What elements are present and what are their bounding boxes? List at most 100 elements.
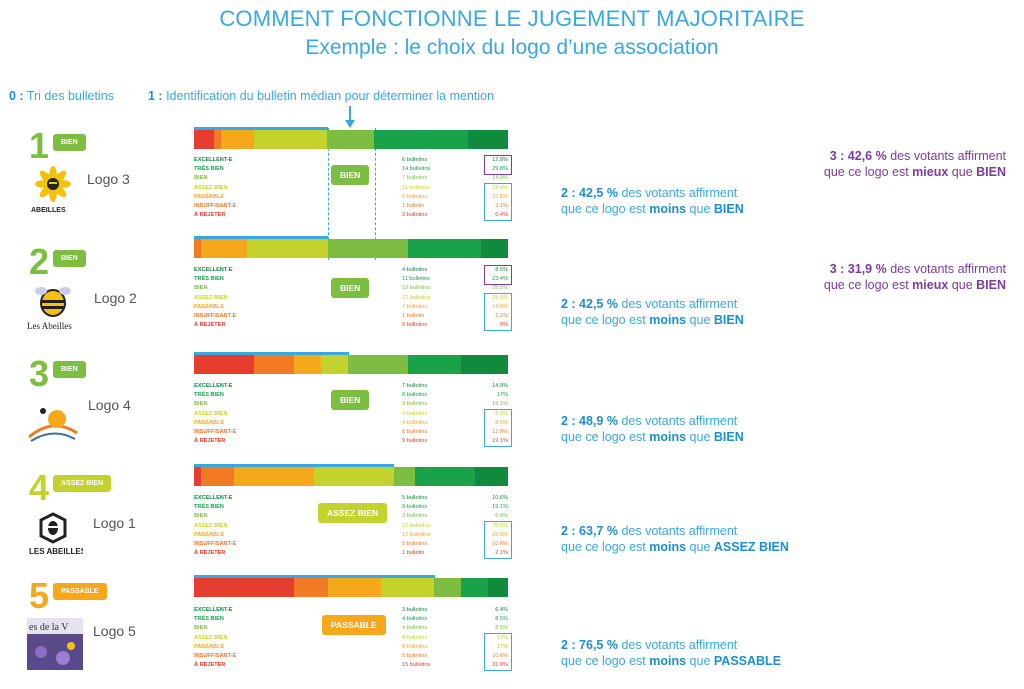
mention-label: TRÈS BIEN <box>194 166 224 173</box>
mention-row: INSUFFISANT-E 6 bulletins 12.8% <box>194 428 512 437</box>
svg-text:es de la V: es de la V <box>29 622 69 633</box>
mention-badge: PASSABLE <box>53 583 107 600</box>
ballot-percent: 10.6% <box>492 193 508 200</box>
mention-label: ASSEZ BIEN <box>194 634 228 641</box>
ballot-percent: 29.8% <box>492 166 508 173</box>
ballot-percent: 0% <box>499 322 508 329</box>
mention-label: PASSABLE <box>194 531 225 538</box>
stat-mention: BIEN <box>976 164 1006 179</box>
bar-segment-rejeter <box>194 467 201 486</box>
median-guide-left <box>328 128 329 260</box>
mention-label: BIEN <box>194 175 208 182</box>
bar-segment-bien <box>327 130 375 149</box>
mention-row: PASSABLE 7 bulletins 14.9% <box>194 303 512 312</box>
mention-row: À REJETER 9 bulletins 19.1% <box>194 437 512 446</box>
bar-segment-assez-bien <box>381 578 435 597</box>
bar-segment-rejeter <box>194 355 255 374</box>
stat-mention: BIEN <box>713 429 744 444</box>
median-mention-pill: BIEN <box>331 278 370 298</box>
mention-badge: BIEN <box>53 134 86 151</box>
step-0-label: 0 : Tri des bulletins <box>9 89 114 103</box>
mention-row: BIEN 4 bulletins 8.5% <box>194 624 512 633</box>
mention-row: ASSEZ BIEN 8 bulletins 17% <box>194 634 512 643</box>
ballot-percent: 14.9% <box>492 175 508 182</box>
median-mention-pill: BIEN <box>331 165 370 185</box>
mention-row: INSUFFISANT-E 1 bulletin 2.1% <box>194 202 512 211</box>
mention-row: À REJETER 15 bulletins 31.9% <box>194 661 512 670</box>
ballot-count: 4 bulletins <box>402 267 428 273</box>
mention-row: EXCELLENT-E 4 bulletins 8.5% <box>194 266 512 275</box>
bar-segment-excellent <box>461 355 508 374</box>
ballot-count: 12 bulletins <box>402 294 431 301</box>
mention-row: BIEN 9 bulletins 19.1% <box>194 400 512 409</box>
ballot-percent: 14.9% <box>492 383 508 389</box>
bar-segment-passable <box>220 130 254 149</box>
mention-label: PASSABLE <box>194 643 225 650</box>
ballot-percent: 8.5% <box>495 410 508 417</box>
mention-row: À REJETER 0 bulletins 0% <box>194 321 512 330</box>
ballot-percent: 12.8% <box>492 428 508 435</box>
ballot-count: 9 bulletins <box>402 401 428 408</box>
stat-text: que ce logo est <box>561 539 650 554</box>
ballot-percent: 8.5% <box>495 267 508 273</box>
ballot-percent: 19.1% <box>492 401 508 408</box>
ballot-percent: 25.5% <box>492 522 508 529</box>
mention-row: BIEN 3 bulletins 6.4% <box>194 512 512 521</box>
logo-name: Logo 1 <box>93 515 136 531</box>
mention-label: ASSEZ BIEN <box>194 410 228 417</box>
stat-text: que <box>948 277 977 292</box>
stat-mention: BIEN <box>713 312 744 327</box>
mention-row: BIEN 12 bulletins 25.5% <box>194 284 512 293</box>
bar-segment-passable <box>327 578 381 597</box>
mention-label: EXCELLENT-E <box>194 383 233 389</box>
stat-number: 2 : 42,5 % <box>561 297 618 311</box>
mention-row: INSUFFISANT-E 1 bulletin 2.1% <box>194 312 512 321</box>
stat-mention: PASSABLE <box>713 653 782 668</box>
mention-row: ASSEZ BIEN 11 bulletins 23.4% <box>194 184 512 193</box>
step-0-text: Tri des bulletins <box>23 89 114 103</box>
ballot-count: 8 bulletins <box>402 634 428 641</box>
median-mention-pill: BIEN <box>331 390 370 410</box>
bee-logo-icon: Les Abeilles <box>27 287 72 331</box>
mention-label: INSUFFISANT-E <box>194 428 237 435</box>
ballot-count: 5 bulletins <box>402 540 428 547</box>
stat-text: des votants affirment <box>617 638 738 652</box>
ballot-count: 4 bulletins <box>402 410 428 417</box>
mention-label: INSUFFISANT-E <box>194 652 237 659</box>
mention-label: À REJETER <box>194 662 226 669</box>
below-median-box <box>484 292 512 332</box>
mention-row: ASSEZ BIEN 12 bulletins 25.5% <box>194 522 512 531</box>
bar-segment-rejeter <box>194 130 215 149</box>
rank-number: 4 <box>29 467 50 508</box>
svg-text:ABEILLES: ABEILLES <box>31 207 66 214</box>
merit-profile-bar <box>194 578 508 597</box>
bar-segment-passable <box>294 355 321 374</box>
ballot-count: 1 bulletin <box>402 550 425 557</box>
logo-image: es de la V <box>27 618 83 670</box>
mention-label: À REJETER <box>194 550 226 557</box>
stat-number: 2 : 63,7 % <box>561 524 618 538</box>
mention-label: BIEN <box>194 625 208 632</box>
bar-segment-assez-bien <box>253 130 328 149</box>
lavender-logo-icon: es de la V <box>27 618 83 670</box>
stat-number: 3 : 31,9 % <box>829 262 887 276</box>
ballot-count: 3 bulletins <box>402 212 428 219</box>
mention-label: INSUFFISANT-E <box>194 202 237 209</box>
logo-name: Logo 4 <box>88 397 131 413</box>
bar-segment-insuffisant <box>214 130 221 149</box>
stat-text: des votants affirment <box>886 262 1006 276</box>
ballot-count: 15 bulletins <box>402 662 431 669</box>
ballot-percent: 2.1% <box>495 312 508 319</box>
step-1-label: 1 : Identification du bulletin médian po… <box>148 89 494 103</box>
stat-keyword: moins <box>649 653 687 668</box>
mention-row: ASSEZ BIEN 12 bulletins 25.5% <box>194 294 512 303</box>
bar-segment-insuffisant <box>194 239 201 258</box>
mention-table: EXCELLENT-E 5 bulletins 10.6% TRÈS BIEN 9 bu… <box>194 494 512 558</box>
logo-name: Logo 5 <box>93 623 136 639</box>
bar-segment-bien <box>347 355 408 374</box>
stat-above-median: 3 : 31,9 % des votants affirment que ce l… <box>824 262 1006 293</box>
ballot-count: 14 bulletins <box>402 166 431 173</box>
ballot-count: 11 bulletins <box>402 276 430 283</box>
ballot-count: 3 bulletins <box>402 513 428 520</box>
mention-row: INSUFFISANT-E 5 bulletins 10.6% <box>194 540 512 549</box>
